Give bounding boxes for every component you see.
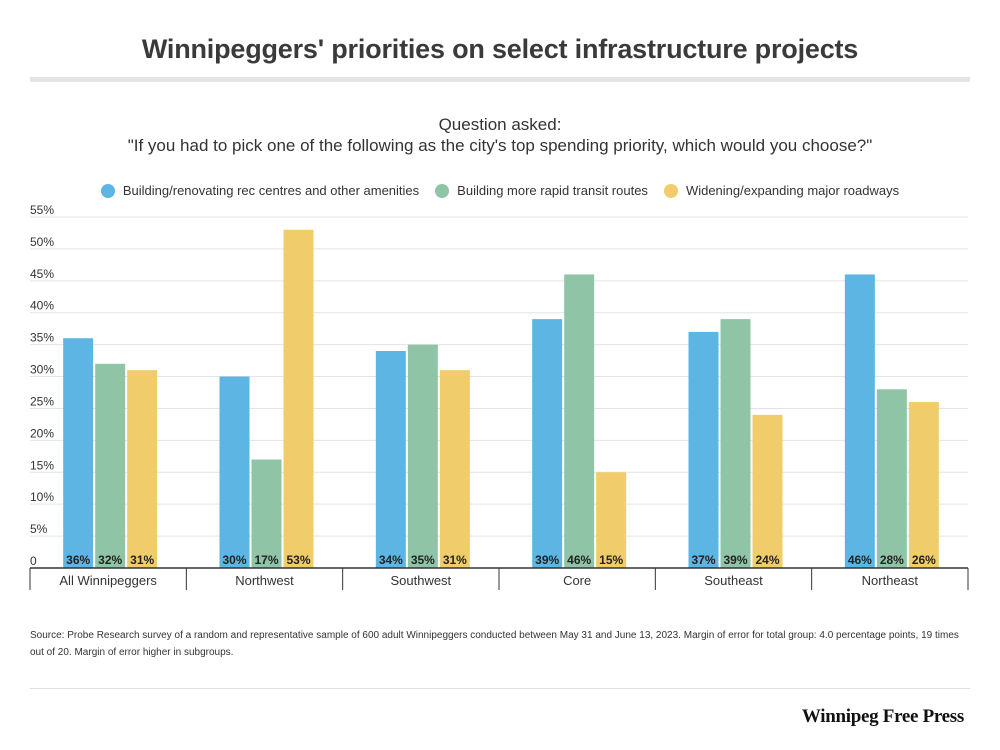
x-category-label: All Winnipeggers bbox=[59, 573, 157, 588]
bar-data-label: 46% bbox=[567, 553, 591, 567]
bar-data-label: 39% bbox=[723, 553, 747, 567]
bar-data-label: 32% bbox=[98, 553, 122, 567]
bar-data-label: 31% bbox=[130, 553, 154, 567]
question-label: Question asked: bbox=[438, 115, 562, 134]
bar-data-label: 31% bbox=[443, 553, 467, 567]
legend-label-rapid-transit: Building more rapid transit routes bbox=[457, 183, 648, 198]
bar-data-label: 53% bbox=[286, 553, 310, 567]
bar bbox=[688, 331, 719, 568]
chart-title: Winnipeggers' priorities on select infra… bbox=[141, 34, 859, 64]
bar-data-label: 30% bbox=[222, 553, 246, 567]
legend-item-roadways: Widening/expanding major roadways bbox=[663, 183, 900, 198]
y-tick-label: 50% bbox=[30, 235, 54, 249]
legend-item-rapid-transit: Building more rapid transit routes bbox=[435, 183, 648, 198]
y-tick-label: 0 bbox=[30, 554, 37, 568]
footer-divider bbox=[30, 688, 970, 689]
bar-data-label: 35% bbox=[411, 553, 435, 567]
legend-swatch-rec-centres bbox=[100, 183, 115, 198]
source-note: Source: Probe Research survey of a rando… bbox=[30, 630, 959, 658]
x-category-label: Southeast bbox=[704, 573, 763, 588]
bar bbox=[219, 376, 250, 568]
y-tick-label: 10% bbox=[30, 490, 54, 504]
y-tick-label: 15% bbox=[30, 458, 54, 472]
bar-chart: 0 5% 10% 15% 20% 25% 30% 35% 40% 45% 50% 55% 36% 32% 3… bbox=[29, 203, 969, 590]
bar bbox=[564, 274, 595, 568]
y-tick-label: 55% bbox=[30, 203, 54, 217]
bar bbox=[63, 338, 94, 568]
x-category-label: Core bbox=[563, 573, 591, 588]
bar-data-label: 39% bbox=[535, 553, 559, 567]
brand-logo: Winnipeg Free Press bbox=[801, 706, 964, 727]
bar-data-label: 26% bbox=[912, 553, 936, 567]
legend-label-roadways: Widening/expanding major roadways bbox=[685, 183, 900, 198]
bar bbox=[407, 344, 438, 568]
bar-data-label: 34% bbox=[379, 553, 403, 567]
legend-swatch-rapid-transit bbox=[435, 183, 450, 198]
bar-data-label: 36% bbox=[66, 553, 90, 567]
bar bbox=[439, 370, 470, 568]
bar bbox=[95, 363, 126, 568]
x-category-label: Northeast bbox=[862, 573, 919, 588]
bar bbox=[251, 459, 282, 568]
bar-data-label: 24% bbox=[755, 553, 779, 567]
x-category-label: Northwest bbox=[235, 573, 294, 588]
x-category-label: Southwest bbox=[390, 573, 451, 588]
bar bbox=[127, 370, 158, 568]
title-divider bbox=[30, 77, 970, 82]
bar-data-label: 46% bbox=[848, 553, 872, 567]
legend-swatch-roadways bbox=[663, 183, 678, 198]
bar-data-label: 28% bbox=[880, 553, 904, 567]
y-tick-label: 40% bbox=[30, 299, 54, 313]
y-tick-label: 45% bbox=[30, 267, 54, 281]
bar bbox=[876, 389, 907, 568]
bar bbox=[720, 319, 751, 568]
bar bbox=[375, 351, 406, 568]
legend: Building/renovating rec centres and othe… bbox=[0, 183, 1000, 198]
bar-data-label: 37% bbox=[691, 553, 715, 567]
question-text: "If you had to pick one of the following… bbox=[127, 136, 873, 155]
legend-item-rec-centres: Building/renovating rec centres and othe… bbox=[100, 183, 420, 198]
y-tick-label: 30% bbox=[30, 363, 54, 377]
y-tick-label: 35% bbox=[30, 331, 54, 345]
bar bbox=[283, 229, 314, 568]
legend-label-rec-centres: Building/renovating rec centres and othe… bbox=[122, 183, 420, 198]
bar bbox=[596, 472, 627, 568]
y-tick-label: 25% bbox=[30, 394, 54, 408]
bar bbox=[844, 274, 875, 568]
bar bbox=[532, 319, 563, 568]
bar bbox=[908, 402, 939, 568]
bar-data-label: 17% bbox=[254, 553, 278, 567]
bar bbox=[752, 414, 783, 568]
bar-data-label: 15% bbox=[599, 553, 623, 567]
y-tick-label: 20% bbox=[30, 426, 54, 440]
y-tick-label: 5% bbox=[30, 522, 48, 536]
